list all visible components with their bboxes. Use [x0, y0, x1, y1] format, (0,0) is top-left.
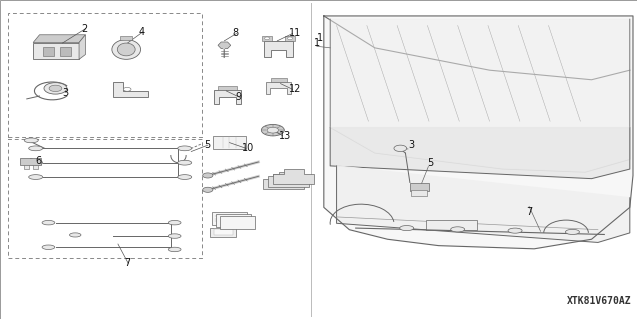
Bar	[211, 228, 236, 237]
Bar	[410, 183, 429, 191]
Text: 5: 5	[427, 158, 433, 168]
Ellipse shape	[178, 146, 192, 151]
Polygon shape	[113, 82, 148, 97]
Text: 13: 13	[278, 130, 291, 141]
Polygon shape	[324, 16, 633, 249]
Bar	[426, 220, 477, 230]
Text: 3: 3	[63, 87, 68, 98]
Circle shape	[261, 124, 284, 136]
Bar	[43, 47, 54, 56]
Bar	[220, 216, 255, 229]
Text: 1: 1	[317, 33, 324, 43]
Text: 11: 11	[289, 28, 301, 39]
Ellipse shape	[178, 160, 192, 165]
Text: 6: 6	[35, 156, 41, 166]
Text: 7: 7	[526, 207, 532, 217]
Circle shape	[44, 83, 67, 94]
Bar	[20, 158, 41, 165]
Polygon shape	[266, 82, 291, 94]
Bar	[213, 136, 246, 149]
Bar	[212, 212, 247, 225]
Bar	[120, 36, 132, 40]
Ellipse shape	[42, 245, 55, 249]
Text: 9: 9	[236, 92, 242, 102]
Bar	[24, 165, 29, 169]
Bar	[8, 13, 202, 137]
Polygon shape	[79, 35, 85, 59]
Polygon shape	[33, 35, 85, 42]
Polygon shape	[33, 42, 79, 59]
Text: 10: 10	[242, 143, 255, 153]
Ellipse shape	[112, 40, 141, 59]
Ellipse shape	[29, 160, 43, 165]
Text: 8: 8	[233, 28, 239, 39]
Text: 3: 3	[408, 140, 414, 150]
Polygon shape	[268, 172, 309, 187]
Text: 7: 7	[124, 258, 131, 268]
Text: 5: 5	[204, 140, 210, 150]
Ellipse shape	[168, 220, 181, 225]
Ellipse shape	[451, 227, 465, 232]
Circle shape	[124, 87, 131, 91]
Ellipse shape	[42, 220, 55, 225]
Circle shape	[264, 37, 269, 40]
Ellipse shape	[24, 138, 38, 143]
Ellipse shape	[168, 247, 181, 252]
Polygon shape	[330, 19, 630, 172]
Polygon shape	[337, 166, 630, 242]
Ellipse shape	[565, 229, 579, 234]
Text: 12: 12	[289, 84, 301, 94]
Text: 4: 4	[139, 27, 145, 37]
Bar	[218, 86, 237, 90]
Ellipse shape	[399, 226, 413, 231]
Bar	[271, 78, 287, 82]
Ellipse shape	[168, 234, 181, 238]
Polygon shape	[273, 169, 314, 184]
Text: 2: 2	[81, 24, 88, 34]
Text: 1: 1	[314, 38, 320, 48]
Bar	[214, 229, 233, 235]
Polygon shape	[214, 90, 241, 104]
Ellipse shape	[29, 174, 43, 179]
Ellipse shape	[70, 233, 81, 237]
Polygon shape	[218, 42, 231, 48]
Circle shape	[287, 37, 292, 40]
Bar	[285, 36, 295, 41]
Ellipse shape	[178, 174, 192, 179]
Bar	[33, 165, 38, 169]
Circle shape	[394, 145, 406, 152]
Bar	[262, 36, 272, 41]
Circle shape	[203, 173, 213, 178]
Bar	[412, 190, 428, 196]
Bar	[8, 139, 202, 258]
Polygon shape	[263, 174, 304, 189]
Polygon shape	[330, 128, 630, 179]
Ellipse shape	[508, 228, 522, 233]
Circle shape	[49, 85, 62, 92]
Text: XTK81V670AZ: XTK81V670AZ	[567, 296, 632, 306]
Bar	[216, 214, 251, 227]
Ellipse shape	[117, 43, 135, 56]
Ellipse shape	[29, 146, 43, 151]
Polygon shape	[264, 41, 293, 57]
Circle shape	[203, 187, 213, 192]
Bar	[60, 47, 72, 56]
Circle shape	[267, 127, 278, 133]
